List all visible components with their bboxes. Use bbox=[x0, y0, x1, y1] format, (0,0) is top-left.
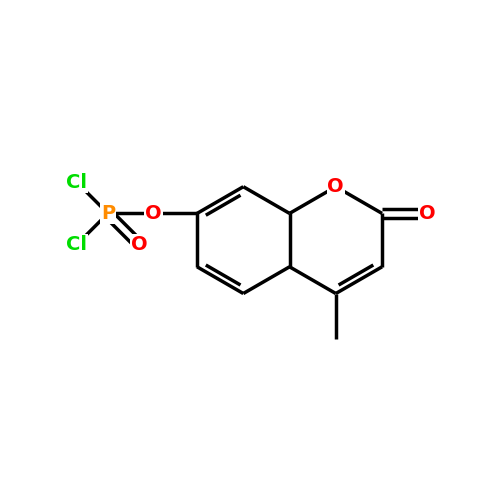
Text: Cl: Cl bbox=[66, 173, 87, 192]
Text: O: O bbox=[419, 204, 436, 223]
Text: O: O bbox=[328, 177, 344, 196]
Text: O: O bbox=[130, 235, 147, 254]
Text: O: O bbox=[145, 204, 162, 223]
Text: P: P bbox=[101, 204, 115, 223]
Text: Cl: Cl bbox=[66, 235, 87, 254]
